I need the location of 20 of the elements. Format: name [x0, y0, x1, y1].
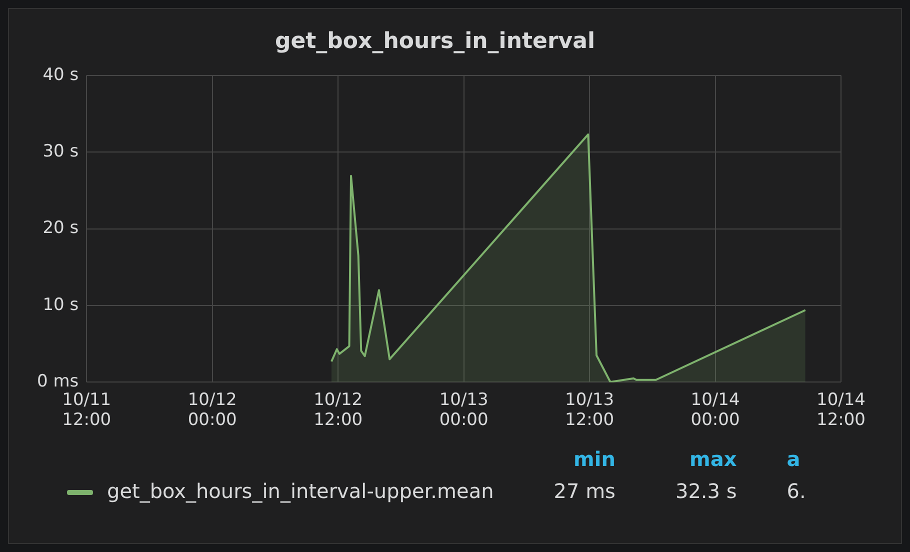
legend-label: get_box_hours_in_interval-upper.mean — [106, 478, 494, 505]
y-tick-label: 30 s — [42, 142, 79, 162]
chart-title: get_box_hours_in_interval — [274, 28, 596, 54]
x-tick-label: 10/12 00:00 — [188, 390, 237, 430]
y-tick-label: 0 ms — [36, 372, 79, 392]
x-tick-label: 10/12 12:00 — [314, 390, 363, 430]
text: 6. — [786, 478, 806, 505]
text: min — [572, 446, 616, 473]
y-tick-label: 40 s — [42, 64, 79, 85]
y-tick-label: 10 s — [42, 294, 79, 315]
text: 27 ms — [552, 478, 616, 505]
x-tick-label: 10/14 00:00 — [690, 390, 740, 430]
text: max — [688, 446, 737, 473]
x-tick-label: 10/13 00:00 — [439, 390, 488, 430]
y-tick-label: 20 s — [42, 218, 79, 238]
text: 32.3 s — [674, 478, 737, 505]
text: a — [786, 446, 802, 473]
x-tick-label: 10/13 12:00 — [565, 390, 614, 430]
x-tick-label: 10/14 12:00 — [816, 390, 866, 430]
x-tick-label: 10/11 12:00 — [62, 390, 112, 430]
